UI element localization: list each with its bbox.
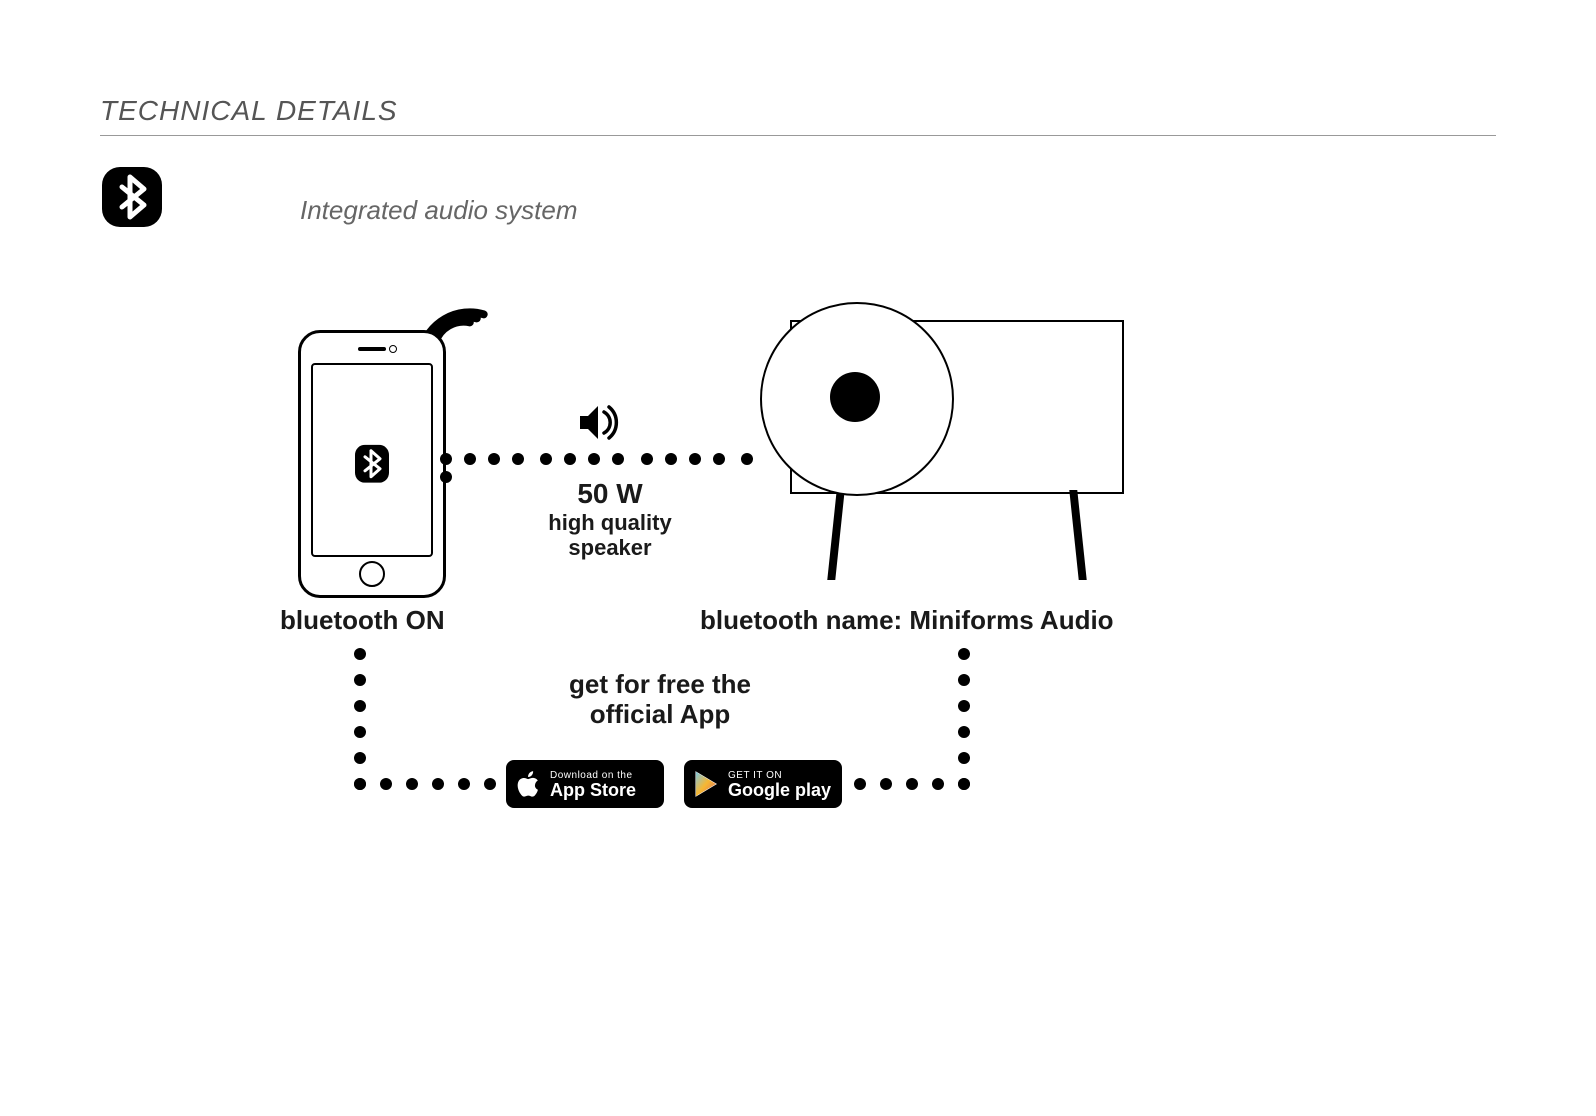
section-title: TECHNICAL DETAILS [100, 95, 398, 127]
connection-dots-horizontal [440, 450, 770, 466]
googleplay-badge[interactable]: GET IT ON Google play [684, 760, 842, 808]
dots-left-vertical [354, 648, 366, 790]
play-icon [694, 770, 720, 798]
speaker-sound-icon [576, 400, 626, 445]
phone-label: bluetooth ON [280, 605, 445, 636]
power-desc-1: high quality [530, 510, 690, 535]
bluetooth-icon [100, 165, 164, 229]
appstore-badge[interactable]: Download on the App Store [506, 760, 664, 808]
horizontal-rule [100, 135, 1496, 136]
play-small: GET IT ON [728, 770, 831, 781]
phone-illustration [298, 330, 446, 598]
app-caption-line1: get for free the [530, 670, 790, 700]
dots-right-horizontal [854, 778, 970, 790]
dots-left-horizontal [354, 778, 496, 790]
appstore-small: Download on the [550, 770, 636, 781]
app-caption-line2: official App [530, 700, 790, 730]
power-wattage: 50 W [530, 478, 690, 510]
power-desc-2: speaker [530, 535, 690, 560]
appstore-big: App Store [550, 781, 636, 799]
app-caption: get for free the official App [530, 670, 790, 730]
apple-icon [516, 769, 542, 799]
power-label: 50 W high quality speaker [530, 478, 690, 561]
subtitle: Integrated audio system [300, 195, 578, 226]
page: TECHNICAL DETAILS Integrated audio syste… [0, 0, 1596, 1116]
speaker-driver-inner [830, 372, 880, 422]
bluetooth-icon [355, 445, 389, 483]
play-big: Google play [728, 781, 831, 799]
speaker-label: bluetooth name: Miniforms Audio [700, 605, 1114, 636]
dots-right-vertical [958, 648, 970, 790]
